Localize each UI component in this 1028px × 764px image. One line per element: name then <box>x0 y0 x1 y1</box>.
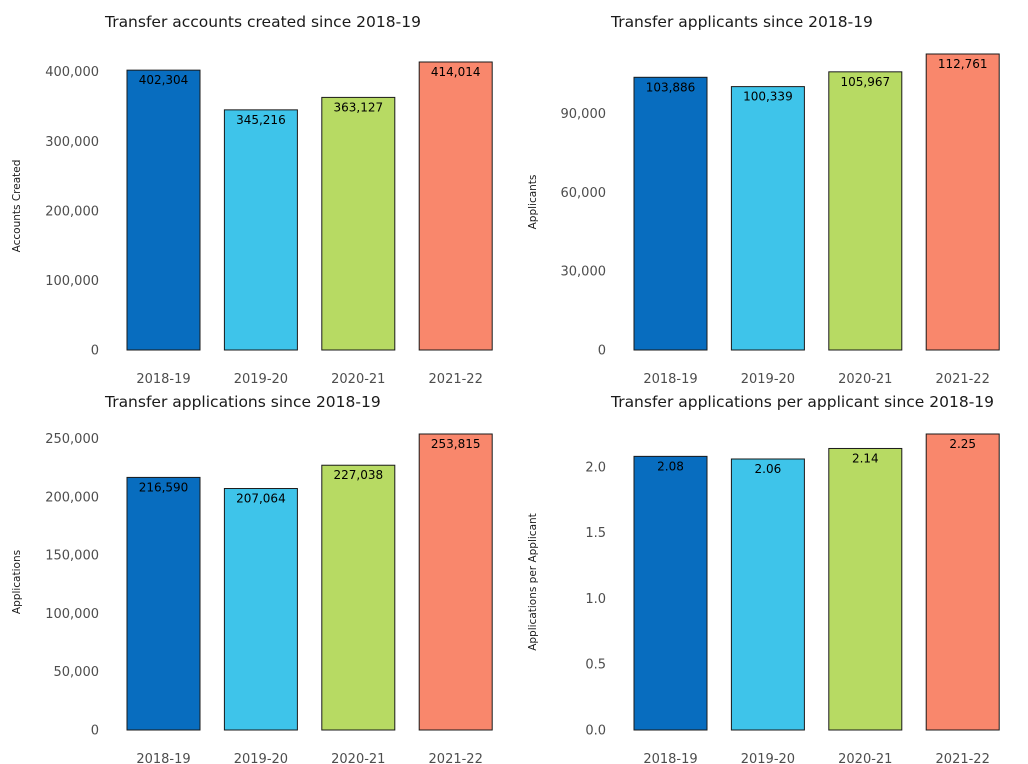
chart-4-data-label: 2.25 <box>949 437 976 451</box>
chart-3-x-tick-label: 2018-19 <box>136 752 190 764</box>
chart-1-x-tick-label: 2021-22 <box>429 372 483 387</box>
chart-1-y-axis-label: Accounts Created <box>11 160 23 253</box>
chart-2-x-tick-label: 2019-20 <box>741 372 795 387</box>
chart-4-bar <box>730 458 805 731</box>
chart-2-data-label: 100,339 <box>743 90 793 104</box>
chart-3-data-label: 227,038 <box>333 468 383 482</box>
chart-4-y-tick-label: 0.5 <box>585 658 606 673</box>
chart-3-y-tick-label: 100,000 <box>45 607 99 622</box>
chart-1-y-tick-label: 100,000 <box>45 274 99 289</box>
chart-3-bar <box>223 488 298 731</box>
chart-3-x-tick-label: 2021-22 <box>429 752 483 764</box>
chart-3-y-axis-label: Applications <box>11 550 23 614</box>
chart-4-y-tick-label: 2.0 <box>585 460 606 475</box>
chart-2-y-tick-label: 0 <box>598 344 606 359</box>
chart-2-data-label: 103,886 <box>646 80 696 94</box>
chart-3-y-tick-label: 250,000 <box>45 432 99 447</box>
chart-2-x-tick-label: 2018-19 <box>643 372 697 387</box>
chart-3-y-tick-label: 50,000 <box>54 665 100 680</box>
chart-3-x-tick-label: 2020-21 <box>331 752 385 764</box>
chart-3-y-tick-label: 150,000 <box>45 549 99 564</box>
chart-4-x-tick-label: 2020-21 <box>838 752 892 764</box>
chart-2-x-tick-label: 2020-21 <box>838 372 892 387</box>
chart-3-data-label: 216,590 <box>139 480 189 494</box>
chart-4-data-label: 2.08 <box>657 459 684 473</box>
chart-3-y-tick-label: 200,000 <box>45 490 99 505</box>
chart-3-title: Transfer applications since 2018-19 <box>104 393 381 411</box>
chart-2-bar <box>730 86 805 351</box>
chart-4-bar <box>925 433 1000 731</box>
chart-1-x-tick-label: 2018-19 <box>136 372 190 387</box>
chart-3-bar <box>126 476 201 731</box>
chart-4-y-tick-label: 1.5 <box>585 526 606 541</box>
chart-4-y-tick-label: 1.0 <box>585 592 606 607</box>
chart-1-y-tick-label: 200,000 <box>45 204 99 219</box>
chart-1-bar <box>321 96 396 351</box>
chart-3-y-tick-label: 0 <box>91 724 99 739</box>
chart-2-x-tick-label: 2021-22 <box>936 372 990 387</box>
chart-4-x-tick-label: 2021-22 <box>936 752 990 764</box>
chart-4-x-tick-label: 2018-19 <box>643 752 697 764</box>
chart-4-bar <box>633 455 708 731</box>
chart-1-title: Transfer accounts created since 2018-19 <box>104 13 421 31</box>
chart-2-y-tick-label: 60,000 <box>561 186 607 201</box>
chart-1-x-tick-label: 2019-20 <box>234 372 288 387</box>
chart-1-data-label: 363,127 <box>333 100 383 114</box>
chart-1-data-label: 345,216 <box>236 113 286 127</box>
chart-1-y-tick-label: 0 <box>91 344 99 359</box>
chart-2-bar <box>828 71 903 351</box>
chart-4-y-axis-label: Applications per Applicant <box>527 513 539 651</box>
chart-3-x-tick-label: 2019-20 <box>234 752 288 764</box>
chart-3-data-label: 253,815 <box>431 437 481 451</box>
chart-2-y-tick-label: 30,000 <box>561 265 607 280</box>
chart-4-data-label: 2.14 <box>852 451 879 465</box>
chart-2-title: Transfer applicants since 2018-19 <box>610 13 873 31</box>
chart-4-x-tick-label: 2019-20 <box>741 752 795 764</box>
chart-3-bar <box>321 464 396 731</box>
chart-2-y-tick-label: 90,000 <box>561 107 607 122</box>
chart-2-data-label: 105,967 <box>840 75 890 89</box>
chart-1-bar <box>418 61 493 351</box>
chart-4-bar <box>828 447 903 731</box>
chart-2-y-axis-label: Applicants <box>527 175 539 230</box>
chart-1-bar <box>126 69 201 351</box>
chart-4-y-tick-label: 0.0 <box>585 724 606 739</box>
chart-2-bar <box>925 53 1000 351</box>
chart-1-y-tick-label: 400,000 <box>45 65 99 80</box>
chart-2-data-label: 112,761 <box>938 57 988 71</box>
chart-1-data-label: 402,304 <box>139 73 189 87</box>
chart-4-title: Transfer applications per applicant sinc… <box>610 393 994 411</box>
chart-1-y-tick-label: 300,000 <box>45 135 99 150</box>
chart-1-x-tick-label: 2020-21 <box>331 372 385 387</box>
chart-2-bar <box>633 76 708 351</box>
chart-4-data-label: 2.06 <box>755 462 782 476</box>
chart-1-data-label: 414,014 <box>431 65 481 79</box>
chart-3-bar <box>418 433 493 731</box>
chart-3-data-label: 207,064 <box>236 492 286 506</box>
chart-1-bar <box>223 109 298 351</box>
